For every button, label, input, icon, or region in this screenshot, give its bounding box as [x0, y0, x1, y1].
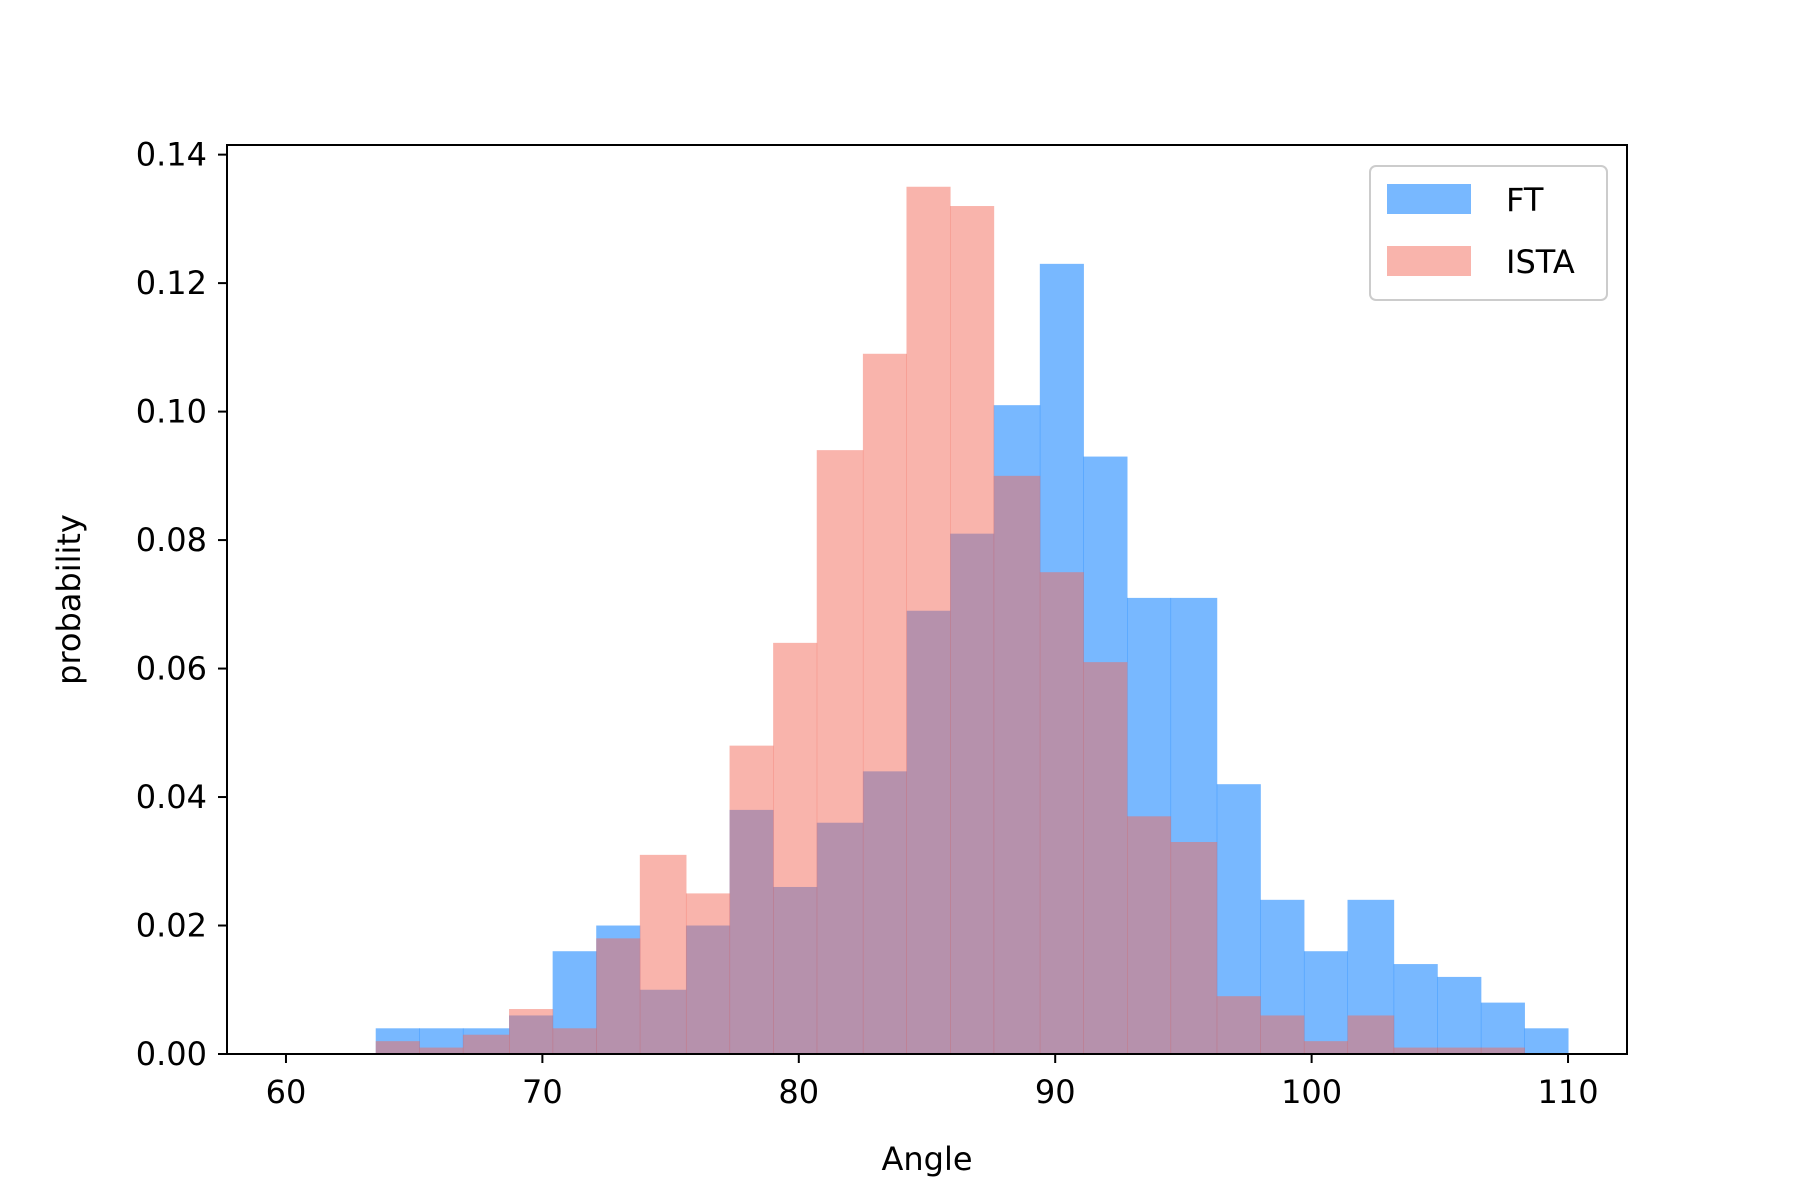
- y-tick-label: 0.12: [136, 264, 207, 302]
- bar-ista-18: [1170, 842, 1218, 1054]
- bar-ista-14: [993, 475, 1041, 1054]
- bar-ista-7: [685, 893, 731, 1054]
- bar-ista-9: [773, 642, 818, 1054]
- y-tick-label: 0.10: [136, 393, 207, 431]
- y-axis-label: probability: [50, 514, 88, 685]
- x-tick-label: 100: [1281, 1073, 1342, 1111]
- bar-ista-25: [1480, 1047, 1525, 1054]
- axes-frame: [226, 144, 1628, 1055]
- bar-ista-13: [950, 206, 995, 1055]
- y-tick-label: 0.00: [136, 1035, 207, 1073]
- bar-ft-21: [1303, 951, 1349, 1054]
- x-tick-label: 70: [522, 1073, 563, 1111]
- bar-ista-8: [729, 745, 774, 1054]
- bar-ista-23: [1393, 1047, 1438, 1054]
- y-tick-label: 0.04: [136, 778, 207, 816]
- bar-ista-19: [1216, 996, 1261, 1054]
- bar-ista-3: [509, 1009, 554, 1054]
- bar-ista-21: [1303, 1041, 1349, 1054]
- bar-ista-16: [1083, 662, 1128, 1054]
- bars-layer: [375, 186, 1569, 1055]
- legend: FT ISTA: [1369, 165, 1608, 301]
- bar-ista-12: [906, 186, 951, 1055]
- legend-entries: FT ISTA: [1387, 181, 1575, 281]
- x-tick-label: 60: [266, 1073, 307, 1111]
- x-axis-label: Angle: [881, 1140, 972, 1178]
- bar-ista-1: [419, 1047, 464, 1054]
- bar-ista-17: [1127, 816, 1172, 1054]
- legend-label-ft: FT: [1506, 181, 1544, 219]
- y-tick-label: 0.08: [136, 521, 207, 559]
- x-tick-label: 80: [778, 1073, 819, 1111]
- bar-ista-5: [596, 938, 641, 1054]
- bar-ista-24: [1437, 1047, 1482, 1054]
- series-ista: [375, 186, 1525, 1055]
- bar-ista-2: [462, 1034, 510, 1054]
- bar-ista-22: [1347, 1015, 1395, 1054]
- bar-ista-20: [1260, 1015, 1305, 1054]
- bar-ista-11: [862, 353, 907, 1055]
- bar-ista-0: [375, 1041, 420, 1054]
- x-tick-label: 90: [1035, 1073, 1076, 1111]
- x-axis-ticks: 60 70 80 90 100 110: [266, 1054, 1599, 1111]
- bar-ft-25: [1480, 1002, 1525, 1054]
- y-axis-ticks: 0.00 0.02 0.04 0.06 0.08 0.10 0.12 0.14: [136, 136, 227, 1073]
- bar-ft-26: [1524, 1028, 1569, 1054]
- bar-ista-4: [552, 1028, 597, 1054]
- y-tick-label: 0.02: [136, 907, 207, 945]
- plot-area: 60 70 80 90 100 110 0.000.020.040.060.080.100…: [136, 136, 1628, 1111]
- y-tick-label: 0.06: [136, 650, 207, 688]
- y-tick-label: 0.14: [136, 136, 207, 174]
- bar-ft-23: [1393, 964, 1438, 1054]
- bar-ft-24: [1437, 976, 1482, 1054]
- legend-swatch-ista: [1387, 246, 1471, 276]
- legend-swatch-ft: [1387, 184, 1471, 214]
- bar-ista-10: [816, 450, 864, 1054]
- legend-label-ista: ISTA: [1506, 243, 1575, 281]
- x-tick-label: 110: [1537, 1073, 1598, 1111]
- bar-ista-6: [639, 854, 687, 1054]
- bar-ista-15: [1039, 572, 1084, 1054]
